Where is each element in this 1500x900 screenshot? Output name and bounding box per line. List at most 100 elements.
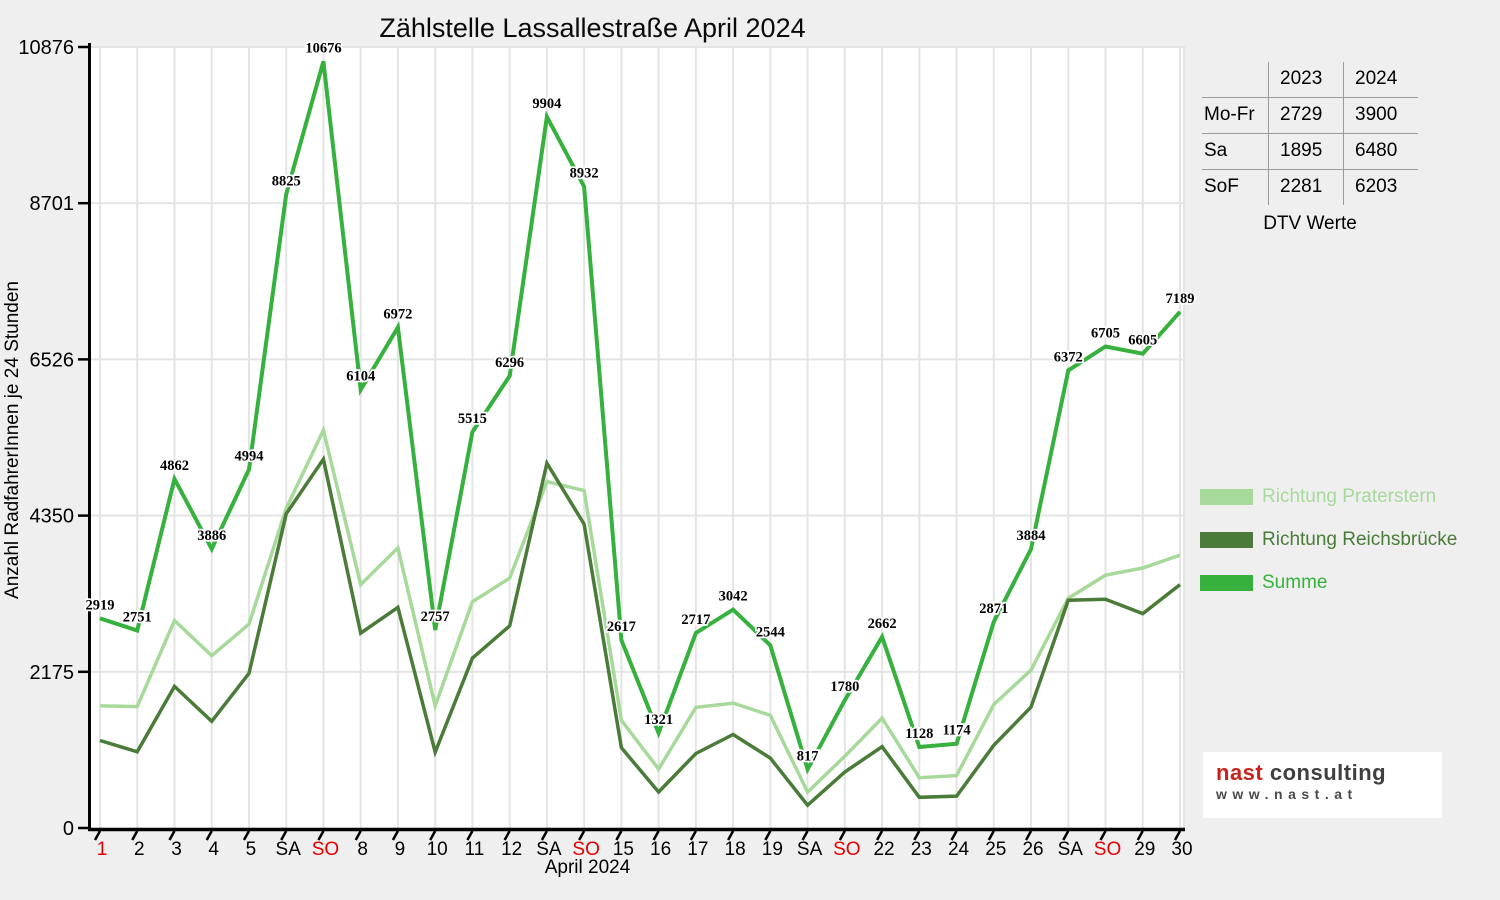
- legend-label: Richtung Praterstern: [1262, 486, 1437, 507]
- value-label: 3886: [197, 528, 226, 544]
- x-tick-label: 22: [873, 839, 894, 860]
- value-label: 3042: [719, 589, 748, 605]
- value-label: 3884: [1017, 528, 1046, 544]
- y-tick-label: 0: [63, 818, 74, 840]
- value-label: 1780: [830, 679, 859, 695]
- cell-2024: 3900: [1343, 98, 1418, 133]
- value-label: 2544: [756, 624, 785, 640]
- x-tick-label: SA: [797, 839, 823, 860]
- value-label: 10676: [305, 40, 341, 56]
- value-label: 2617: [607, 619, 636, 635]
- value-label: 4862: [160, 458, 189, 474]
- value-label: 8932: [570, 166, 599, 182]
- value-label: 2662: [868, 616, 897, 632]
- x-tick-label: 5: [246, 839, 257, 860]
- row-label: Mo-Fr: [1204, 104, 1255, 125]
- table-header-blank: [1202, 62, 1268, 97]
- x-tick-label: 11: [465, 839, 485, 860]
- table-row: Mo-Fr 2729 3900: [1202, 98, 1418, 134]
- legend-item-reichsbruecke: Richtung Reichsbrücke: [1200, 529, 1458, 550]
- x-tick-label: SA: [536, 839, 562, 860]
- y-tick-label: 6526: [30, 349, 75, 371]
- cell-2023: 2729: [1268, 98, 1343, 133]
- value-label: 2757: [421, 609, 450, 625]
- x-tick-label: 12: [501, 839, 522, 860]
- chart-legend: Richtung Praterstern Richtung Reichsbrüc…: [1200, 486, 1458, 618]
- x-axis-title: April 2024: [544, 857, 631, 878]
- row-label: SoF: [1204, 176, 1239, 197]
- value-label: 6296: [495, 355, 524, 371]
- table-header-2023: 2023: [1268, 62, 1343, 97]
- row-label: Sa: [1204, 140, 1228, 161]
- value-label: 4994: [234, 448, 263, 464]
- y-tick-label: 4350: [30, 506, 75, 528]
- axes: [88, 43, 1185, 832]
- x-tick-label: SO: [1094, 839, 1121, 860]
- legend-label: Summe: [1262, 572, 1328, 593]
- x-tick-label: 17: [687, 839, 708, 860]
- value-label: 2871: [979, 601, 1008, 617]
- value-label: 2919: [86, 597, 115, 613]
- legend-swatch-summe: [1200, 575, 1253, 591]
- value-label: 8825: [272, 173, 301, 189]
- dtv-table: 2023 2024 Mo-Fr 2729 3900 Sa 1895 6480 S…: [1202, 62, 1418, 235]
- value-label: 1174: [942, 723, 970, 739]
- value-labels: 2919 2751 4862 3886 4994 8825 10676 6104 6972 275…: [84, 39, 1197, 766]
- cell-2023: 1895: [1268, 134, 1343, 169]
- y-tick-label: 10876: [18, 37, 74, 59]
- x-tick-label: 2: [134, 839, 145, 860]
- value-label: 5515: [458, 411, 487, 427]
- x-tick-label: 25: [985, 839, 1006, 860]
- value-label: 9904: [532, 96, 561, 112]
- table-row: Sa 1895 6480: [1202, 134, 1418, 170]
- legend-swatch-praterstern: [1200, 489, 1253, 505]
- x-tick-label: 19: [762, 839, 783, 860]
- value-label: 6972: [383, 306, 412, 322]
- y-axis-title: Anzahl RadfahrerInnen je 24 Stunden: [2, 281, 23, 599]
- legend-swatch-reichsbruecke: [1200, 532, 1253, 548]
- y-tick-label: 8701: [30, 193, 75, 215]
- x-tick-label: 3: [171, 839, 182, 860]
- x-tick-label: 4: [208, 839, 219, 860]
- table-header-2024: 2024: [1343, 62, 1418, 97]
- x-tick-label: SA: [276, 839, 302, 860]
- table-caption: DTV Werte: [1263, 213, 1357, 234]
- value-label: 1128: [905, 726, 933, 742]
- value-label: 7189: [1166, 291, 1195, 307]
- x-tick-label: SO: [312, 839, 339, 860]
- x-tick-label: SO: [572, 839, 599, 860]
- value-label: 2751: [123, 609, 152, 625]
- x-tick-label: 30: [1171, 839, 1192, 860]
- x-tick-label: 16: [650, 839, 671, 860]
- value-label: 817: [797, 748, 819, 764]
- y-axis-ticks: 0 2175 4350 6526 8701 10876: [18, 37, 88, 840]
- series-line-summe: [99, 60, 1182, 775]
- x-tick-label: 18: [725, 839, 746, 860]
- value-label: 2717: [681, 612, 710, 628]
- x-tick-label: SO: [833, 839, 860, 860]
- value-label: 1321: [644, 712, 673, 728]
- x-tick-label: 26: [1022, 839, 1043, 860]
- cell-2024: 6203: [1343, 170, 1418, 205]
- nast-consulting-logo: nast consulting www.nast.at: [1203, 752, 1442, 818]
- table-row: SoF 2281 6203: [1202, 170, 1418, 205]
- value-label: 6705: [1091, 326, 1120, 342]
- x-axis-ticks: 1 2 3 4 5 SA SO 8 9 10 11 12 SA SO 15 16 17 18 19 SA SO 22 23 2…: [93, 830, 1193, 860]
- logo-website: www.nast.at: [1216, 786, 1358, 802]
- y-tick-label: 2175: [30, 662, 75, 684]
- x-tick-label: 29: [1134, 839, 1155, 860]
- logo-wordmark: nast consulting: [1216, 761, 1442, 785]
- chart-title: Zählstelle Lassallestraße April 2024: [379, 13, 806, 43]
- series-line-richtung-reichsbr-cke: [99, 454, 1182, 808]
- value-label: 6104: [346, 369, 375, 385]
- x-tick-label: 24: [948, 839, 970, 860]
- table-header-row: 2023 2024: [1202, 62, 1418, 98]
- legend-label: Richtung Reichsbrücke: [1262, 529, 1458, 550]
- x-tick-label: 9: [395, 839, 406, 860]
- x-tick-label: 10: [427, 839, 448, 860]
- x-tick-label: 23: [911, 839, 932, 860]
- value-label: 6372: [1054, 349, 1083, 365]
- x-tick-label: 8: [357, 839, 368, 860]
- series-line-richtung-praterstern: [99, 424, 1181, 796]
